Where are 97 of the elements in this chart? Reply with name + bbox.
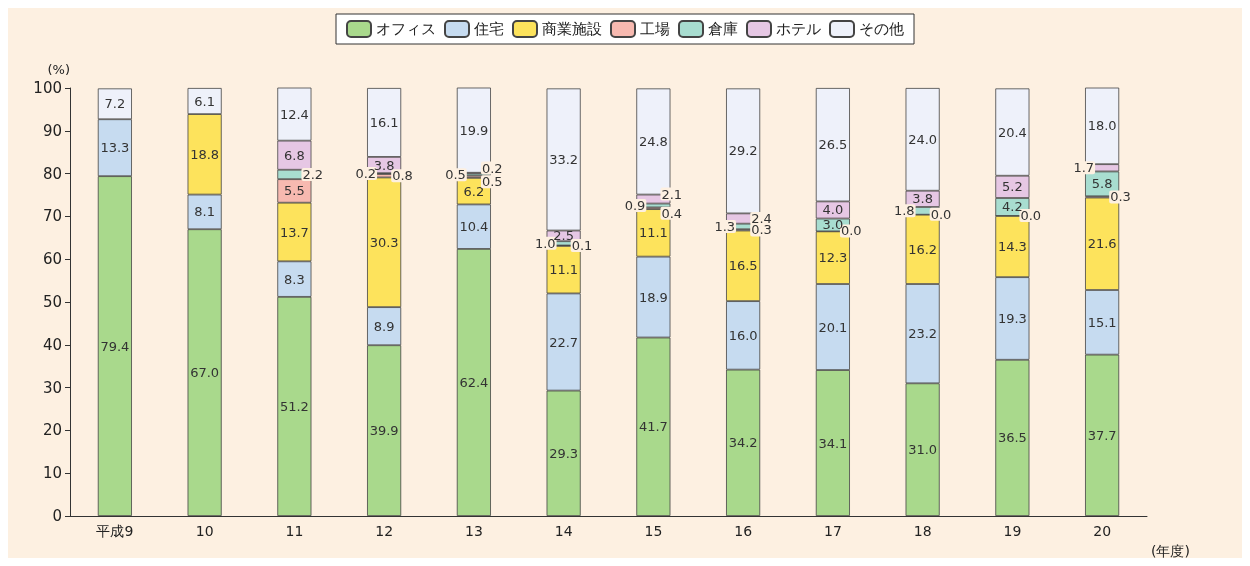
- x-tick-label: 16: [734, 523, 753, 539]
- data-label: 79.4: [100, 338, 130, 354]
- y-tick-label: 90: [42, 121, 62, 140]
- y-tick-label: 70: [42, 207, 62, 226]
- x-tick-label: 平成9: [96, 523, 134, 539]
- y-tick-label: 40: [42, 335, 62, 354]
- data-label: 0.3: [1110, 189, 1131, 205]
- y-tick-label: 60: [42, 250, 62, 269]
- data-label: 62.4: [459, 374, 489, 390]
- data-label: 8.1: [194, 204, 215, 220]
- legend-label: 住宅: [473, 20, 504, 38]
- data-label: 29.3: [549, 445, 579, 461]
- x-tick-label: 14: [554, 523, 573, 539]
- data-label: 11.1: [638, 225, 668, 241]
- x-axis-title: (年度): [1151, 543, 1190, 559]
- data-label: 18.0: [1087, 118, 1117, 134]
- data-label: 16.2: [908, 241, 938, 257]
- y-tick-label: 0: [52, 507, 62, 525]
- data-label: 11.1: [549, 262, 579, 278]
- data-label: 0.9: [624, 197, 646, 213]
- data-label: 2.1: [661, 186, 683, 202]
- data-label: 8.3: [284, 271, 305, 287]
- data-label: 16.5: [728, 258, 758, 274]
- data-label: 33.2: [549, 151, 579, 167]
- legend-label: オフィス: [376, 20, 436, 38]
- data-label: 0.0: [930, 206, 952, 222]
- data-label: 20.4: [997, 124, 1027, 140]
- data-label: 0.3: [751, 222, 772, 238]
- legend-label: その他: [859, 20, 904, 38]
- data-label: 34.1: [818, 435, 848, 451]
- y-tick-label: 30: [42, 378, 62, 397]
- data-label: 36.5: [997, 430, 1027, 446]
- data-label: 5.2: [1002, 179, 1023, 195]
- data-label: 16.0: [728, 327, 758, 343]
- data-label: 15.1: [1087, 314, 1117, 330]
- data-label: 26.5: [818, 137, 848, 153]
- data-label: 8.9: [373, 318, 395, 334]
- data-label: 12.4: [279, 106, 309, 122]
- x-tick-label: 11: [285, 523, 304, 539]
- data-label: 14.3: [997, 239, 1027, 255]
- data-label: 0.2: [481, 160, 503, 176]
- data-label: 5.5: [284, 183, 305, 199]
- x-tick-label: 10: [195, 523, 214, 539]
- x-tick-label: 19: [1003, 523, 1022, 539]
- data-label: 24.8: [638, 134, 668, 149]
- data-label: 6.1: [194, 93, 215, 109]
- data-label: 67.0: [190, 365, 220, 381]
- data-label: 41.7: [638, 419, 668, 435]
- data-label: 20.1: [818, 319, 848, 335]
- legend-label: 商業施設: [542, 20, 602, 38]
- y-tick-label: 10: [42, 464, 62, 483]
- data-label: 51.2: [279, 398, 309, 414]
- data-label: 5.8: [1091, 176, 1113, 192]
- data-label: 24.0: [908, 131, 938, 147]
- data-label: 29.2: [728, 143, 758, 159]
- data-label: 1.8: [893, 203, 915, 219]
- legend-label: 倉庫: [708, 20, 738, 38]
- data-label: 2.2: [302, 166, 324, 182]
- legend-label: ホテル: [776, 20, 821, 38]
- y-tick-label: 100: [33, 79, 62, 97]
- data-label: 13.7: [279, 224, 309, 240]
- data-label: 21.6: [1087, 236, 1117, 252]
- x-tick-label: 12: [375, 523, 394, 539]
- x-tick-label: 13: [464, 523, 483, 539]
- data-label: 18.8: [190, 146, 220, 162]
- data-label: 18.9: [638, 289, 668, 305]
- data-label: 30.3: [369, 234, 399, 250]
- y-axis-title: (%): [47, 62, 70, 77]
- data-label: 3.8: [912, 191, 933, 207]
- data-label: 31.0: [908, 442, 938, 458]
- legend-label: 工場: [640, 20, 670, 38]
- data-label: 0.5: [445, 167, 466, 183]
- data-label: 7.2: [104, 96, 126, 112]
- data-label: 23.2: [908, 326, 938, 342]
- data-label: 16.1: [369, 114, 399, 130]
- x-tick-label: 20: [1093, 523, 1112, 539]
- x-tick-label: 17: [823, 523, 842, 539]
- data-label: 4.0: [822, 202, 844, 218]
- data-label: 12.3: [818, 250, 848, 266]
- data-label: 13.3: [100, 140, 130, 156]
- data-label: 1.7: [1073, 160, 1095, 176]
- x-tick-label: 18: [913, 523, 932, 539]
- y-tick-label: 20: [42, 421, 62, 440]
- data-label: 34.2: [728, 435, 758, 451]
- data-label: 22.7: [549, 334, 579, 350]
- y-tick-label: 50: [42, 293, 62, 311]
- data-label: 0.0: [1020, 207, 1042, 223]
- x-tick-label: 15: [644, 523, 663, 539]
- data-label: 1.3: [714, 218, 736, 234]
- data-label: 10.4: [459, 219, 489, 235]
- data-label: 0.4: [661, 205, 683, 221]
- data-label: 19.3: [997, 310, 1027, 326]
- data-label: 39.9: [369, 423, 399, 439]
- data-label: 19.9: [459, 122, 489, 138]
- data-label: 37.7: [1087, 427, 1117, 443]
- data-label: 6.8: [284, 147, 305, 163]
- y-tick-label: 80: [42, 164, 62, 183]
